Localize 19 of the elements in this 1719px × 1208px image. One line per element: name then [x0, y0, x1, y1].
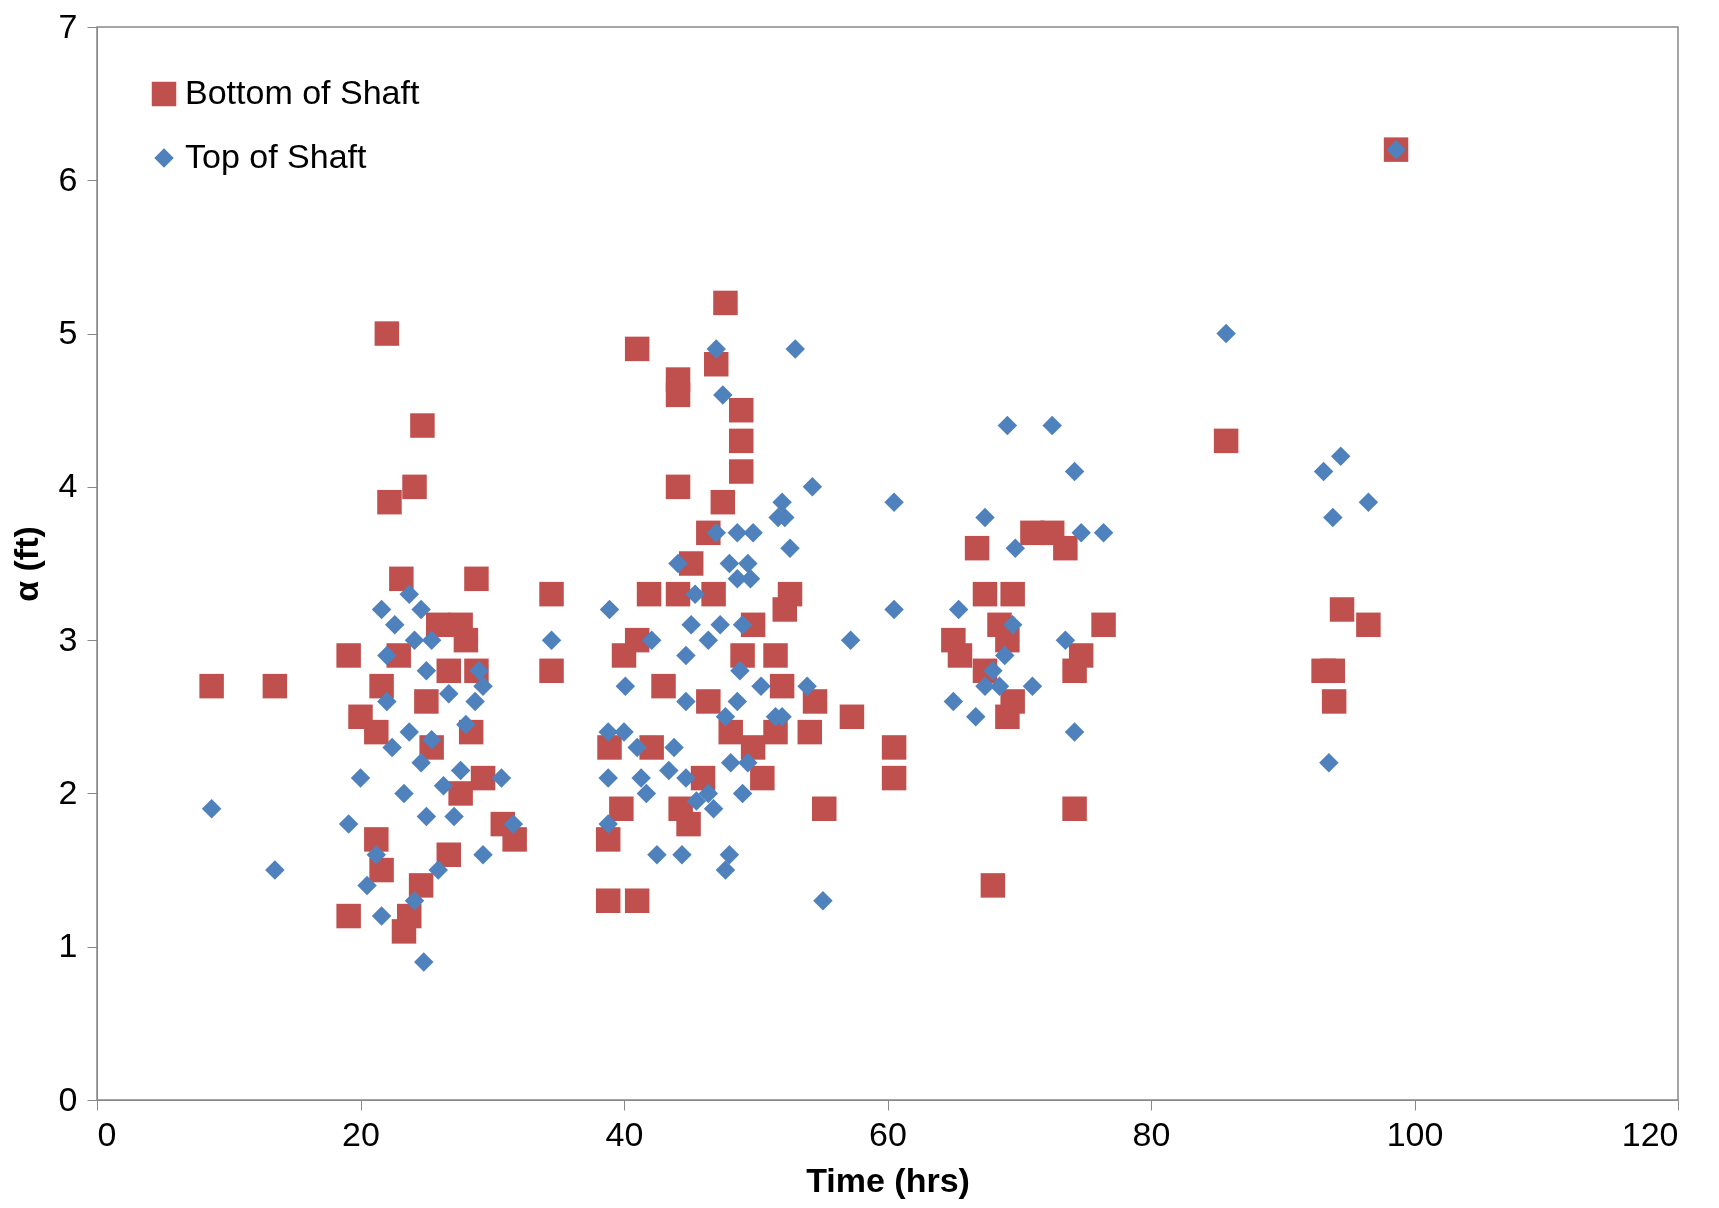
- y-tick-label: 7: [58, 6, 78, 45]
- x-tick-label: 80: [1132, 1114, 1171, 1153]
- x-tick-label: 40: [605, 1114, 644, 1153]
- y-tick-label: 1: [58, 926, 78, 965]
- x-tick-label: 60: [869, 1114, 907, 1153]
- x-tick-label: 100: [1386, 1114, 1444, 1153]
- y-tick-label: 6: [58, 159, 78, 198]
- x-tick-label: 120: [1621, 1114, 1679, 1153]
- y-tick-label: 0: [58, 1079, 78, 1118]
- x-axis-title: Time (hrs): [806, 1160, 970, 1199]
- x-tick-label: 0: [97, 1114, 117, 1153]
- legend-label: Bottom of Shaft: [185, 73, 420, 111]
- y-tick-label: 2: [58, 772, 78, 811]
- y-tick-label: 3: [58, 619, 78, 658]
- y-tick-label: 5: [58, 313, 78, 352]
- x-tick-label: 20: [342, 1114, 380, 1153]
- y-axis-title: α (ft): [6, 526, 45, 602]
- y-tick-label: 4: [58, 466, 78, 505]
- legend-label: Top of Shaft: [185, 137, 368, 175]
